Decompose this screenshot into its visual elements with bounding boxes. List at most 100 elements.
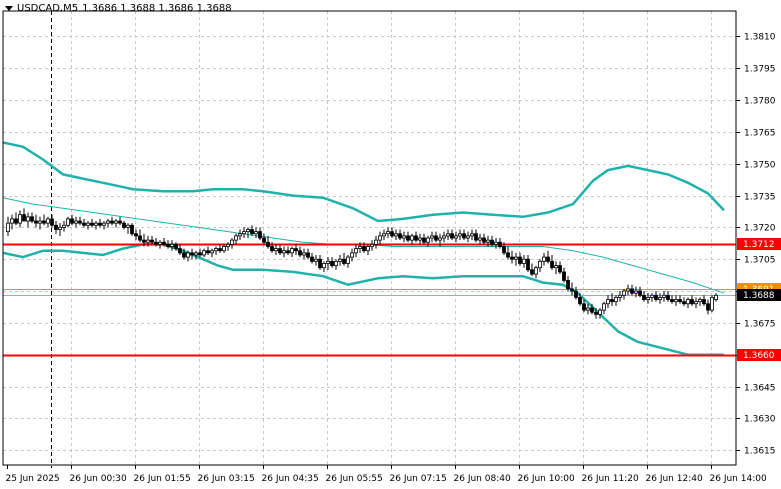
candle-body-bearish bbox=[654, 294, 658, 300]
current-price-tag: 1.3688 bbox=[737, 289, 781, 301]
candle bbox=[158, 240, 162, 249]
candle bbox=[502, 242, 506, 255]
candle-body-bullish bbox=[402, 235, 406, 239]
candle bbox=[114, 218, 118, 228]
candle bbox=[58, 223, 62, 236]
candle bbox=[450, 229, 454, 241]
candle-body-bearish bbox=[262, 237, 266, 243]
candle-body-bearish bbox=[78, 220, 82, 224]
candle-body-bullish bbox=[302, 252, 306, 256]
candle-body-bullish bbox=[458, 233, 462, 237]
candle-body-bullish bbox=[650, 294, 654, 298]
horizontal-levels[interactable] bbox=[3, 243, 736, 357]
candle bbox=[202, 248, 206, 258]
candle-body-bearish bbox=[682, 301, 686, 305]
candle bbox=[698, 297, 702, 306]
candle bbox=[526, 254, 530, 272]
candle-body-bearish bbox=[342, 258, 346, 264]
candle bbox=[350, 248, 354, 262]
candle bbox=[286, 246, 290, 255]
y-tick-label: 1.3735 bbox=[744, 193, 776, 203]
candle bbox=[662, 291, 666, 302]
x-tick-label: 26 Jun 12:40 bbox=[646, 474, 703, 484]
candle-body-bearish bbox=[642, 294, 646, 300]
candle bbox=[54, 221, 58, 234]
candle bbox=[358, 242, 362, 253]
candle-body-bullish bbox=[326, 260, 330, 264]
candle-body-bullish bbox=[62, 224, 66, 228]
candle-body-bearish bbox=[218, 248, 222, 252]
candle bbox=[258, 227, 262, 241]
candle bbox=[206, 246, 210, 255]
candle-body-bearish bbox=[130, 224, 134, 235]
candle bbox=[494, 238, 498, 249]
x-tick-label: 26 Jun 07:15 bbox=[390, 474, 447, 484]
candle-body-bearish bbox=[390, 231, 394, 237]
candle bbox=[170, 240, 174, 251]
candle-body-bearish bbox=[110, 220, 114, 224]
candle bbox=[670, 295, 674, 304]
candle bbox=[666, 291, 670, 302]
candle-body-bullish bbox=[66, 218, 70, 226]
candle bbox=[26, 212, 30, 228]
candle bbox=[118, 216, 122, 226]
candle bbox=[150, 235, 154, 245]
candle bbox=[18, 210, 22, 228]
candle-body-bearish bbox=[558, 265, 562, 273]
candle-body-bullish bbox=[6, 222, 10, 233]
y-tick-label: 1.3765 bbox=[744, 129, 776, 139]
x-tick-label: 26 Jun 05:55 bbox=[326, 474, 383, 484]
candle-body-bullish bbox=[602, 303, 606, 311]
candle-body-bearish bbox=[518, 256, 522, 264]
y-tick-label: 1.3615 bbox=[744, 447, 776, 457]
candle bbox=[30, 212, 34, 224]
candle bbox=[130, 223, 134, 236]
candle-body-bearish bbox=[610, 299, 614, 303]
candle-body-bullish bbox=[282, 250, 286, 254]
candle bbox=[66, 216, 70, 228]
candle bbox=[246, 227, 250, 238]
candle bbox=[566, 276, 570, 292]
candle bbox=[306, 248, 310, 260]
candle-body-bearish bbox=[174, 243, 178, 250]
candle bbox=[194, 250, 198, 260]
candle-body-bullish bbox=[446, 233, 450, 237]
candle bbox=[98, 218, 102, 228]
candle bbox=[274, 244, 278, 255]
candle-body-bullish bbox=[710, 297, 714, 311]
candle bbox=[374, 235, 378, 249]
candle-body-bearish bbox=[594, 311, 598, 315]
candle bbox=[658, 293, 662, 304]
candle-body-bullish bbox=[538, 260, 542, 269]
candle bbox=[38, 216, 42, 230]
candle bbox=[322, 261, 326, 272]
candle bbox=[282, 246, 286, 258]
y-tick-label: 1.3705 bbox=[744, 256, 776, 266]
candle-body-bearish bbox=[294, 248, 298, 252]
candle-body-bullish bbox=[554, 265, 558, 269]
candle-body-bullish bbox=[346, 256, 350, 264]
candle-body-bearish bbox=[690, 299, 694, 305]
candle-body-bullish bbox=[382, 233, 386, 237]
dropdown-triangle-icon[interactable] bbox=[5, 6, 13, 11]
candle-body-bearish bbox=[150, 239, 154, 243]
x-tick-label: 26 Jun 03:15 bbox=[198, 474, 255, 484]
candle bbox=[578, 293, 582, 306]
candle-body-bearish bbox=[206, 250, 210, 254]
candle-body-bearish bbox=[550, 260, 554, 269]
candle-body-bearish bbox=[530, 269, 534, 275]
candle bbox=[550, 254, 554, 270]
candle bbox=[438, 233, 442, 247]
candle bbox=[430, 231, 434, 243]
candle-body-bearish bbox=[54, 224, 58, 230]
candle-body-bullish bbox=[486, 239, 490, 243]
candle bbox=[226, 242, 230, 251]
grid bbox=[3, 11, 736, 465]
candle-body-bullish bbox=[94, 222, 98, 226]
candle bbox=[506, 246, 510, 260]
candle-body-bearish bbox=[398, 233, 402, 239]
candle bbox=[498, 238, 502, 249]
